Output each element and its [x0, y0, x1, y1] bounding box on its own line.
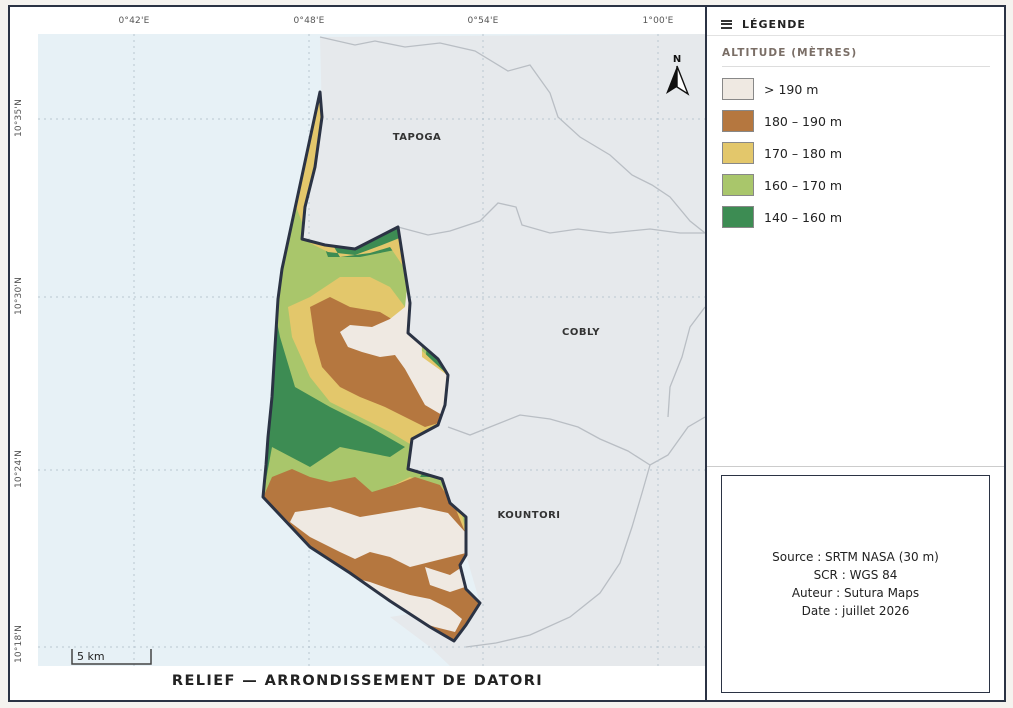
latitude-tick: 10°35'N [14, 98, 24, 137]
legend-item-label: 180 – 190 m [764, 113, 843, 129]
legend-swatch [722, 206, 754, 228]
legend-item: 140 – 160 m [722, 206, 842, 228]
scale-bar: 5 km [71, 649, 152, 665]
legend-subtitle-underline [722, 66, 990, 67]
legend-swatch [722, 78, 754, 100]
legend-item-label: 170 – 180 m [764, 145, 843, 161]
legend-item-label: 160 – 170 m [764, 177, 843, 193]
legend-header-label: LÉGENDE [742, 17, 806, 31]
legend-item: 180 – 190 m [722, 110, 842, 132]
legend-panel: LÉGENDE ALTITUDE (MÈTRES) > 190 m 180 – … [707, 7, 1004, 700]
region-label-cobly: COBLY [562, 327, 600, 338]
relief-band-above-190 [290, 227, 470, 632]
credit-crs: SCR : WGS 84 [813, 568, 898, 582]
latitude-tick: 10°18'N [14, 624, 24, 663]
legend-swatch [722, 174, 754, 196]
legend-separator [707, 466, 1004, 467]
region-label-kountori: KOUNTORI [497, 510, 560, 521]
legend-swatch [722, 110, 754, 132]
map-canvas[interactable]: TAPOGA COBLY KOUNTORI N 5 km [10, 7, 705, 700]
legend-header[interactable]: LÉGENDE [721, 13, 806, 35]
credits-box: Source : SRTM NASA (30 m) SCR : WGS 84 A… [721, 475, 990, 693]
credit-author: Auteur : Sutura Maps [791, 586, 920, 600]
credit-source: Source : SRTM NASA (30 m) [772, 550, 939, 564]
credit-date: Date : juillet 2026 [801, 604, 910, 618]
legend-item-label: > 190 m [764, 81, 819, 97]
north-arrow-icon: N [666, 54, 690, 96]
legend-item: 170 – 180 m [722, 142, 842, 164]
map-title: RELIEF — ARRONDISSEMENT DE DATORI [171, 673, 544, 689]
legend-swatch [722, 142, 754, 164]
scale-label: 5 km [77, 650, 105, 663]
menu-icon[interactable] [721, 19, 732, 29]
map-layout-frame: TAPOGA COBLY KOUNTORI N 5 km 0°42'E 0°48… [8, 5, 1006, 702]
latitude-tick: 10°24'N [14, 449, 24, 488]
datori-boundary [261, 90, 482, 643]
neighbor-boundaries [319, 36, 705, 648]
longitude-tick: 0°48'E [293, 16, 325, 26]
longitude-tick: 0°54'E [467, 16, 499, 26]
legend-item: > 190 m [722, 78, 818, 100]
longitude-tick: 0°42'E [118, 16, 150, 26]
legend-item-label: 140 – 160 m [764, 209, 843, 225]
north-label: N [673, 54, 681, 65]
region-label-tapoga: TAPOGA [393, 132, 442, 143]
legend-divider [707, 35, 1004, 36]
legend-item: 160 – 170 m [722, 174, 842, 196]
neighbor-land [302, 34, 705, 666]
map-panel: TAPOGA COBLY KOUNTORI N 5 km 0°42'E 0°48… [10, 7, 707, 700]
latitude-tick: 10°30'N [14, 276, 24, 315]
legend-subtitle: ALTITUDE (MÈTRES) [722, 47, 858, 59]
longitude-tick: 1°00'E [642, 16, 674, 26]
